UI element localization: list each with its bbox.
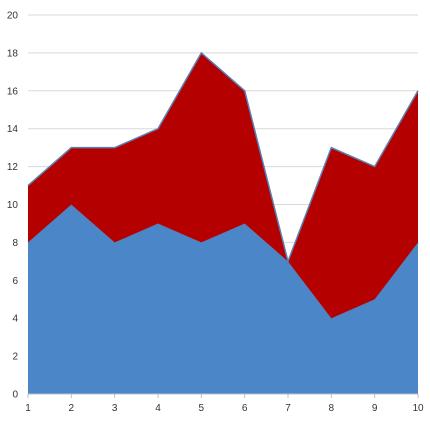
- series-2-line: [27, 51, 419, 264]
- y-tick-label: 16: [7, 86, 19, 97]
- x-tick-label: 10: [412, 403, 424, 414]
- y-tick-label: 4: [12, 314, 18, 325]
- x-tick-label: 6: [242, 403, 248, 414]
- chart-areas: [27, 51, 419, 394]
- x-axis: 1 2 3 4 5 6 7 8 9 10: [25, 393, 424, 414]
- y-tick-label: 6: [12, 276, 18, 287]
- y-tick-label: 8: [12, 238, 18, 249]
- y-tick-label: 20: [7, 11, 19, 22]
- x-tick-label: 7: [285, 403, 291, 414]
- y-axis: 0 2 4 6 8 10 12 14 16 18 20: [7, 11, 19, 401]
- x-tick-label: 4: [155, 403, 161, 414]
- series-2-area: [28, 52, 418, 319]
- series-1-area: [28, 204, 418, 394]
- x-tick-label: 5: [199, 403, 205, 414]
- y-tick-label: 18: [7, 48, 19, 59]
- x-tick-label: 1: [25, 403, 31, 414]
- x-tick-label: 9: [372, 403, 378, 414]
- y-tick-label: 0: [12, 390, 18, 401]
- x-tick-label: 8: [329, 403, 335, 414]
- x-tick-label: 3: [112, 403, 118, 414]
- y-tick-label: 12: [7, 162, 19, 173]
- y-tick-label: 2: [12, 352, 18, 363]
- y-tick-label: 10: [7, 200, 19, 211]
- x-tick-label: 2: [69, 403, 75, 414]
- y-tick-label: 14: [7, 124, 19, 135]
